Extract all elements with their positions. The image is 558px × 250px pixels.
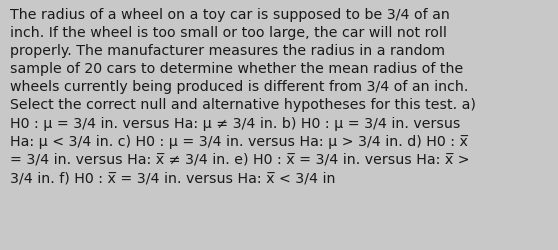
Text: The radius of a wheel on a toy car is supposed to be 3/4 of an
inch. If the whee: The radius of a wheel on a toy car is su… bbox=[10, 8, 476, 184]
